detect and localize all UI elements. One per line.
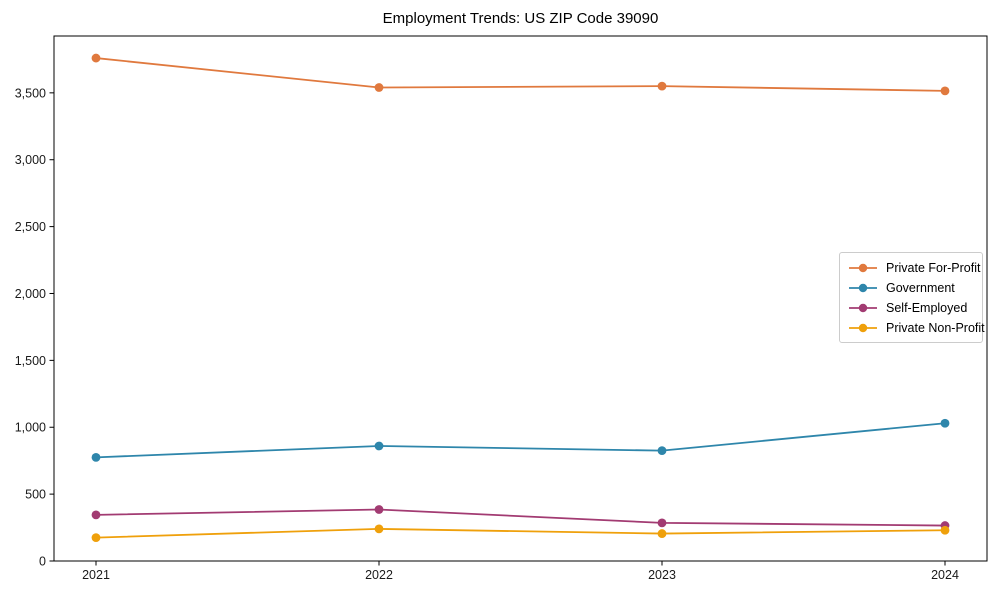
data-point-private-for-profit-2023 bbox=[657, 81, 667, 91]
legend-label: Private Non-Profit bbox=[886, 320, 985, 335]
data-point-government-2024 bbox=[940, 418, 950, 428]
x-axis-tick-label: 2023 bbox=[648, 568, 676, 582]
plot-border bbox=[53, 35, 988, 562]
y-axis-tick-label: 500 bbox=[25, 488, 46, 502]
legend-label: Self-Employed bbox=[886, 300, 968, 315]
y-axis-tick-label: 2,000 bbox=[15, 287, 46, 301]
x-axis-tick-label: 2021 bbox=[82, 568, 110, 582]
legend-label: Private For-Profit bbox=[886, 260, 981, 275]
data-point-government-2021 bbox=[91, 452, 101, 462]
legend-marker-icon bbox=[849, 303, 877, 312]
legend-marker-icon bbox=[849, 283, 877, 292]
chart-title: Employment Trends: US ZIP Code 39090 bbox=[382, 10, 659, 27]
legend-marker-icon bbox=[849, 323, 877, 332]
data-point-private-non-profit-2024 bbox=[940, 525, 950, 535]
data-point-self-employed-2023 bbox=[657, 518, 667, 528]
legend-entry-government: Government bbox=[848, 280, 974, 295]
series-line-government bbox=[95, 422, 946, 459]
series-line-private-for-profit bbox=[95, 57, 946, 92]
legend-entry-self-employed: Self-Employed bbox=[848, 300, 974, 315]
data-point-self-employed-2021 bbox=[91, 510, 101, 520]
series-line-private-non-profit bbox=[95, 527, 946, 539]
y-axis-tick-label: 1,500 bbox=[15, 354, 46, 368]
x-axis-tick-label: 2022 bbox=[365, 568, 393, 582]
data-point-government-2022 bbox=[374, 441, 384, 451]
data-point-private-for-profit-2022 bbox=[374, 83, 384, 92]
legend-entry-private-non-profit: Private Non-Profit bbox=[848, 320, 985, 335]
data-point-self-employed-2022 bbox=[374, 505, 384, 514]
data-point-private-non-profit-2021 bbox=[91, 533, 101, 542]
y-axis-tick-label: 2,500 bbox=[15, 220, 46, 234]
data-point-private-non-profit-2023 bbox=[657, 529, 667, 538]
y-axis-tick-label: 3,500 bbox=[15, 86, 46, 100]
series-line-self-employed bbox=[95, 508, 946, 527]
data-point-private-non-profit-2022 bbox=[374, 524, 384, 534]
legend-label: Government bbox=[886, 280, 955, 295]
data-point-private-for-profit-2024 bbox=[940, 86, 950, 96]
legend-marker-icon bbox=[849, 263, 877, 272]
y-axis-tick-label: 0 bbox=[39, 555, 46, 569]
y-axis-tick-label: 1,000 bbox=[15, 421, 46, 435]
legend: Private For-Profit Government Self-Emplo… bbox=[839, 252, 985, 343]
data-point-government-2023 bbox=[657, 446, 667, 456]
legend-entry-private-for-profit: Private For-Profit bbox=[848, 260, 980, 275]
y-axis-tick-label: 3,000 bbox=[15, 153, 46, 167]
data-point-private-for-profit-2021 bbox=[91, 53, 101, 63]
x-axis-tick-label: 2024 bbox=[931, 568, 959, 582]
